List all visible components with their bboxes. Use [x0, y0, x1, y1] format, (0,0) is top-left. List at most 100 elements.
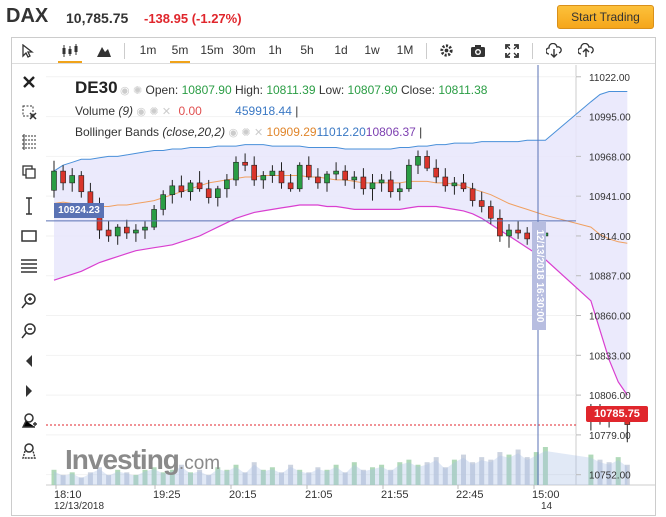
volume-bar: [461, 454, 466, 485]
price-axis: 11022.00 10995.00 10968.00 10941.00 10914.00…: [576, 73, 631, 482]
volume-bar: [333, 464, 339, 485]
volume-bar: [379, 464, 385, 485]
fullscreen-icon[interactable]: [502, 38, 522, 63]
zoom-in-icon[interactable]: [18, 290, 40, 312]
fibonacci-icon[interactable]: [18, 131, 40, 153]
interval-15m[interactable]: 15m: [200, 43, 224, 57]
start-trading-button[interactable]: Start Trading: [557, 5, 654, 29]
volume-bar: [615, 457, 621, 485]
volume-bar: [397, 462, 403, 485]
area-chart-icon[interactable]: [94, 38, 114, 63]
interval-1M[interactable]: 1M: [396, 43, 414, 57]
upload-icon[interactable]: [576, 38, 596, 63]
interval-5h[interactable]: 5h: [300, 43, 314, 57]
vertical-line-icon[interactable]: [18, 195, 40, 217]
magnet-icon[interactable]: [18, 410, 40, 432]
candle-body: [260, 175, 267, 181]
volume-bar: [506, 454, 512, 485]
open-value: 10807.90: [181, 83, 232, 97]
high-label: High:: [234, 83, 263, 97]
current-price-tag: 10785.75: [586, 406, 648, 422]
volume-bar: [197, 469, 203, 485]
crosshair-price-tag: 10924.23: [54, 203, 104, 218]
volume-bar: [424, 462, 430, 485]
volume-bars: [51, 447, 630, 485]
candle-body: [187, 182, 194, 193]
volume-bar: [133, 474, 139, 485]
volume-label: Volume: [75, 104, 116, 118]
candle-body: [378, 179, 385, 184]
scroll-right-icon[interactable]: [18, 380, 40, 402]
candle-body: [151, 209, 157, 228]
volume-bar: [288, 464, 294, 485]
toolbar-divider: [426, 43, 427, 59]
settings-icon[interactable]: ✺: [241, 127, 251, 139]
interval-5m[interactable]: 5m: [170, 38, 190, 63]
layers-icon[interactable]: [18, 161, 40, 183]
logo-suffix: .com: [178, 453, 221, 474]
remove-icon[interactable]: ✕: [161, 106, 172, 118]
candle-body: [69, 175, 76, 184]
candle-body: [406, 164, 412, 190]
camera-icon[interactable]: [468, 38, 488, 63]
volume-bar: [106, 474, 112, 485]
settings-icon[interactable]: ✺: [149, 106, 159, 118]
volume-bar: [606, 462, 612, 485]
scroll-left-icon[interactable]: [18, 350, 40, 372]
x-tick-label: 18:10: [54, 489, 82, 501]
close-icon[interactable]: [18, 71, 40, 93]
bollinger-fill: [54, 91, 628, 396]
volume-bar: [360, 469, 366, 485]
settings-icon[interactable]: ✺: [132, 85, 143, 97]
candle-body: [51, 170, 57, 191]
volume-bar: [60, 474, 66, 485]
horizontal-lines-icon[interactable]: [18, 255, 40, 277]
volume-bar: [69, 472, 75, 485]
logo-brand: Investing: [65, 444, 180, 475]
volume-bar: [351, 462, 357, 485]
eye-icon[interactable]: ◉: [228, 127, 239, 139]
gear-icon[interactable]: [436, 38, 456, 63]
candle-body: [315, 176, 321, 184]
volume-bar: [142, 469, 148, 485]
candle-body: [424, 156, 430, 169]
interval-1w[interactable]: 1w: [364, 43, 380, 57]
pin-icon[interactable]: [18, 440, 40, 462]
delete-drawing-icon[interactable]: [18, 101, 40, 123]
candle-body: [296, 164, 303, 190]
candlestick-chart-icon[interactable]: [58, 38, 82, 63]
cursor-icon[interactable]: [18, 38, 36, 63]
interval-1m[interactable]: 1m: [139, 43, 157, 57]
x-date-label: 14: [541, 501, 553, 512]
volume-bar: [297, 469, 303, 485]
volume-bar: [78, 477, 84, 485]
bb-mid-value: 10909.29: [266, 125, 317, 139]
volume-bar: [470, 462, 476, 485]
volume-bar: [151, 467, 157, 485]
volume-bar: [269, 467, 275, 485]
download-icon[interactable]: [544, 38, 564, 63]
eye-icon[interactable]: ◉: [120, 85, 130, 97]
remove-icon[interactable]: ✕: [253, 127, 264, 139]
y-tick-label: 10968.00: [589, 152, 631, 163]
toolbar-divider: [532, 43, 533, 59]
interval-30m[interactable]: 30m: [232, 43, 256, 57]
candle-body: [142, 226, 148, 231]
volume-bar: [342, 472, 348, 485]
price-chart[interactable]: 11022.00 10995.00 10968.00 10941.00 10914.00…: [46, 65, 656, 515]
interval-1d[interactable]: 1d: [334, 43, 348, 57]
volume-bar: [242, 472, 248, 485]
low-value: 10807.90: [347, 83, 398, 97]
volume-bar: [597, 459, 603, 485]
zoom-out-icon[interactable]: [18, 320, 40, 342]
rectangle-icon[interactable]: [18, 225, 40, 247]
close-value: 10811.38: [438, 83, 488, 97]
candle-body: [178, 185, 185, 193]
candle-body: [396, 188, 403, 193]
candle-body: [333, 170, 339, 175]
candle-body: [205, 188, 212, 198]
eye-icon[interactable]: ◉: [136, 106, 146, 118]
y-tick-label: 10779.00: [589, 431, 631, 442]
interval-1h[interactable]: 1h: [268, 43, 282, 57]
volume-bar: [224, 469, 230, 485]
